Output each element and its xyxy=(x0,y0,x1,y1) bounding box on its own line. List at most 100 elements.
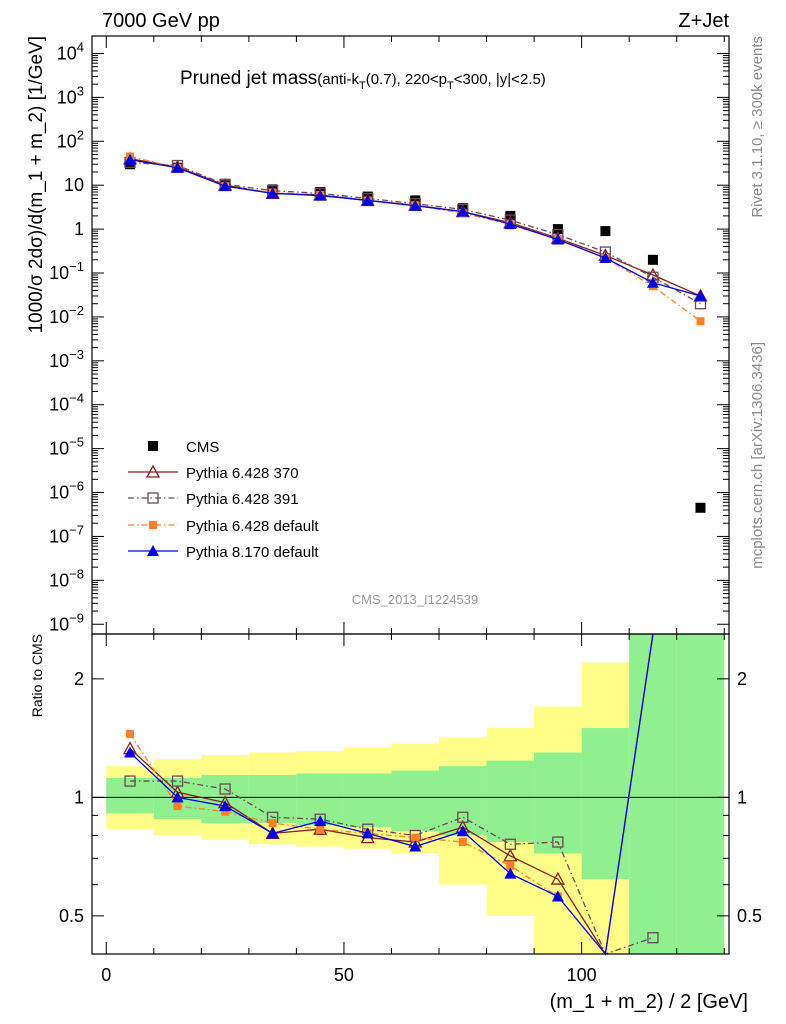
plot-title: Pruned jet mass(anti-kT(0.7), 220<pT<300… xyxy=(180,68,546,92)
ratio-point-p370 xyxy=(503,848,518,862)
ratio-plot-frame xyxy=(91,633,730,955)
ratio-point-p8def xyxy=(219,800,232,812)
y-axis-label-ratio: Ratio to CMS xyxy=(29,634,45,717)
ratio-point-p391 xyxy=(552,836,564,848)
main-y-tick-label: 103 xyxy=(57,83,84,107)
ratio-y-tick-label-right: 2 xyxy=(737,669,747,689)
main-y-tick-label: 10−8 xyxy=(49,566,84,590)
ratio-point-p8def xyxy=(361,827,374,839)
main-point-p8def xyxy=(124,153,137,165)
ratio-point-p6def xyxy=(316,825,325,834)
main-line-p8def xyxy=(129,159,701,297)
ratio-point-p391 xyxy=(124,775,136,787)
analysis-id: CMS_2013_I1224539 xyxy=(352,592,479,607)
band-inner-11 xyxy=(629,634,677,954)
legend-marker-p8def xyxy=(147,545,159,556)
legend-marker-p370 xyxy=(145,464,161,478)
legend-marker-p391 xyxy=(147,492,159,504)
main-y-tick-label: 10 xyxy=(64,175,84,195)
ratio-point-p391 xyxy=(171,775,184,787)
band-inner-0 xyxy=(106,777,154,814)
ratio-y-tick-label-right: 0.5 xyxy=(737,906,762,926)
main-y-tick-label: 1 xyxy=(74,219,84,239)
main-line-p370 xyxy=(129,158,701,297)
main-y-tick-label: 104 xyxy=(57,39,84,63)
plot-title-sub: (anti-k xyxy=(317,71,359,88)
ratio-y-tick-label: 2 xyxy=(74,669,84,689)
ratio-point-p370 xyxy=(550,871,565,885)
band-inner-12 xyxy=(676,634,725,954)
main-point-p8def xyxy=(646,276,659,288)
axes: 0 50 10010−910−810−710−610−510−410−310−210… xyxy=(49,36,762,985)
plot-title-sub-end: <300, |y|<2.5) xyxy=(454,71,546,88)
main-point-cms xyxy=(695,502,706,513)
main-point-p8def xyxy=(409,199,422,211)
main-point-cms xyxy=(647,254,658,265)
band-inner-9 xyxy=(534,752,582,854)
ratio-line-p8def xyxy=(129,633,654,956)
ratio-point-p8def xyxy=(124,746,137,758)
ratio-point-p6def xyxy=(411,833,420,842)
plot-title-main: Pruned jet mass xyxy=(180,68,317,89)
ratio-point-p391 xyxy=(504,838,516,850)
ratio-point-p6def xyxy=(126,729,135,738)
legend-label-p391: Pythia 6.428 391 xyxy=(186,491,299,508)
band-inner-10 xyxy=(581,728,630,880)
legend-marker-p6def xyxy=(149,521,157,529)
plot-title-sub-t: T xyxy=(359,80,366,92)
main-point-p8def xyxy=(266,187,279,199)
main-point-p8def xyxy=(599,251,612,263)
main-y-tick-label: 10−7 xyxy=(49,522,84,546)
main-point-p8def xyxy=(694,289,707,301)
legend-marker-cms xyxy=(148,441,158,451)
main-point-p8def xyxy=(456,205,469,217)
ratio-point-p8def xyxy=(314,815,327,827)
main-point-p6def xyxy=(696,317,705,326)
ratio-point-p6def xyxy=(221,807,230,816)
main-y-tick-label: 10−2 xyxy=(49,303,84,327)
ratio-point-p8def xyxy=(456,825,469,837)
ratio-line-p391 xyxy=(130,780,654,955)
ratio-line-p6def xyxy=(129,633,654,956)
main-point-p8def xyxy=(504,218,517,230)
legend-label-cms: CMS xyxy=(186,439,219,456)
band-inner-5 xyxy=(343,773,392,828)
main-y-tick-label: 102 xyxy=(57,127,84,151)
main-y-tick-label: 10−9 xyxy=(49,610,84,634)
ratio-point-p8def xyxy=(266,827,279,839)
plot-title-sub-t2: T xyxy=(447,80,454,92)
ratio-point-p391 xyxy=(457,811,469,823)
legend-label-p8def: Pythia 8.170 default xyxy=(186,544,319,561)
ratio-point-p6def xyxy=(458,838,467,847)
ratio-point-p8def xyxy=(551,890,564,902)
ratio-y-tick-label: 1 xyxy=(74,787,84,807)
header-left: 7000 GeV pp xyxy=(102,10,220,32)
ratio-point-p391 xyxy=(219,783,231,795)
ratio-y-tick-label: 0.5 xyxy=(59,906,84,926)
main-y-tick-label: 10−5 xyxy=(49,435,84,459)
x-tick-label: 100 xyxy=(567,965,597,985)
ratio-point-p6def xyxy=(506,861,515,870)
y-axis-label-main: 1000/σ 2dσ)/d(m_1 + m_2) [1/GeV] xyxy=(26,36,47,334)
band-inner-8 xyxy=(486,760,535,843)
main-plot-content xyxy=(122,151,708,513)
x-tick-label: 0 xyxy=(101,965,111,985)
ratio-point-p391 xyxy=(647,932,659,944)
ratio-uncertainty-bands xyxy=(92,634,729,954)
side-text-bottom: mcplots.cern.ch [arXiv:1306.3436] xyxy=(749,342,766,569)
ratio-plot-content xyxy=(122,633,659,956)
main-y-tick-label: 10−1 xyxy=(49,259,84,283)
main-point-p8def xyxy=(219,180,232,192)
ratio-point-p8def xyxy=(409,840,422,852)
main-y-tick-label: 10−3 xyxy=(49,347,84,371)
band-inner-7 xyxy=(439,766,487,836)
main-point-cms xyxy=(600,226,611,237)
main-point-p8def xyxy=(551,233,564,245)
x-tick-label: 50 xyxy=(334,965,354,985)
plot-title-sub-tail: (0.7), 220<p xyxy=(366,71,447,88)
side-text-top: Rivet 3.1.10, ≥ 300k events xyxy=(749,36,766,218)
main-point-p8def xyxy=(314,189,327,201)
main-y-tick-label: 10−4 xyxy=(49,391,84,415)
main-point-p8def xyxy=(361,194,374,206)
